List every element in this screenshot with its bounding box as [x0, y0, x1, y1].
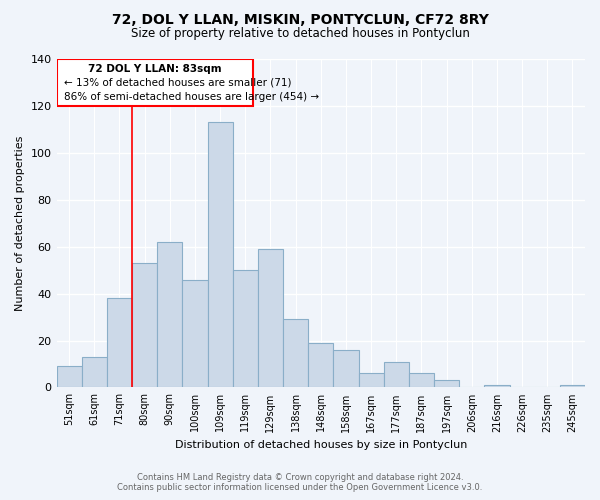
- Bar: [434, 380, 459, 388]
- Bar: [359, 374, 383, 388]
- Bar: [383, 362, 409, 388]
- Text: 72, DOL Y LLAN, MISKIN, PONTYCLUN, CF72 8RY: 72, DOL Y LLAN, MISKIN, PONTYCLUN, CF72 …: [112, 12, 488, 26]
- Text: 86% of semi-detached houses are larger (454) →: 86% of semi-detached houses are larger (…: [64, 92, 319, 102]
- Bar: [56, 366, 82, 388]
- Bar: [283, 320, 308, 388]
- Bar: [208, 122, 233, 388]
- Bar: [132, 263, 157, 388]
- Bar: [560, 385, 585, 388]
- Text: ← 13% of detached houses are smaller (71): ← 13% of detached houses are smaller (71…: [64, 78, 292, 88]
- Bar: [233, 270, 258, 388]
- X-axis label: Distribution of detached houses by size in Pontyclun: Distribution of detached houses by size …: [175, 440, 467, 450]
- Bar: [56, 59, 253, 106]
- Bar: [82, 357, 107, 388]
- Bar: [484, 385, 509, 388]
- Bar: [157, 242, 182, 388]
- Bar: [107, 298, 132, 388]
- Bar: [334, 350, 359, 388]
- Y-axis label: Number of detached properties: Number of detached properties: [15, 136, 25, 311]
- Bar: [258, 249, 283, 388]
- Text: 72 DOL Y LLAN: 83sqm: 72 DOL Y LLAN: 83sqm: [88, 64, 221, 74]
- Text: Size of property relative to detached houses in Pontyclun: Size of property relative to detached ho…: [131, 28, 469, 40]
- Bar: [409, 374, 434, 388]
- Text: Contains HM Land Registry data © Crown copyright and database right 2024.
Contai: Contains HM Land Registry data © Crown c…: [118, 473, 482, 492]
- Bar: [308, 343, 334, 388]
- Bar: [182, 280, 208, 388]
